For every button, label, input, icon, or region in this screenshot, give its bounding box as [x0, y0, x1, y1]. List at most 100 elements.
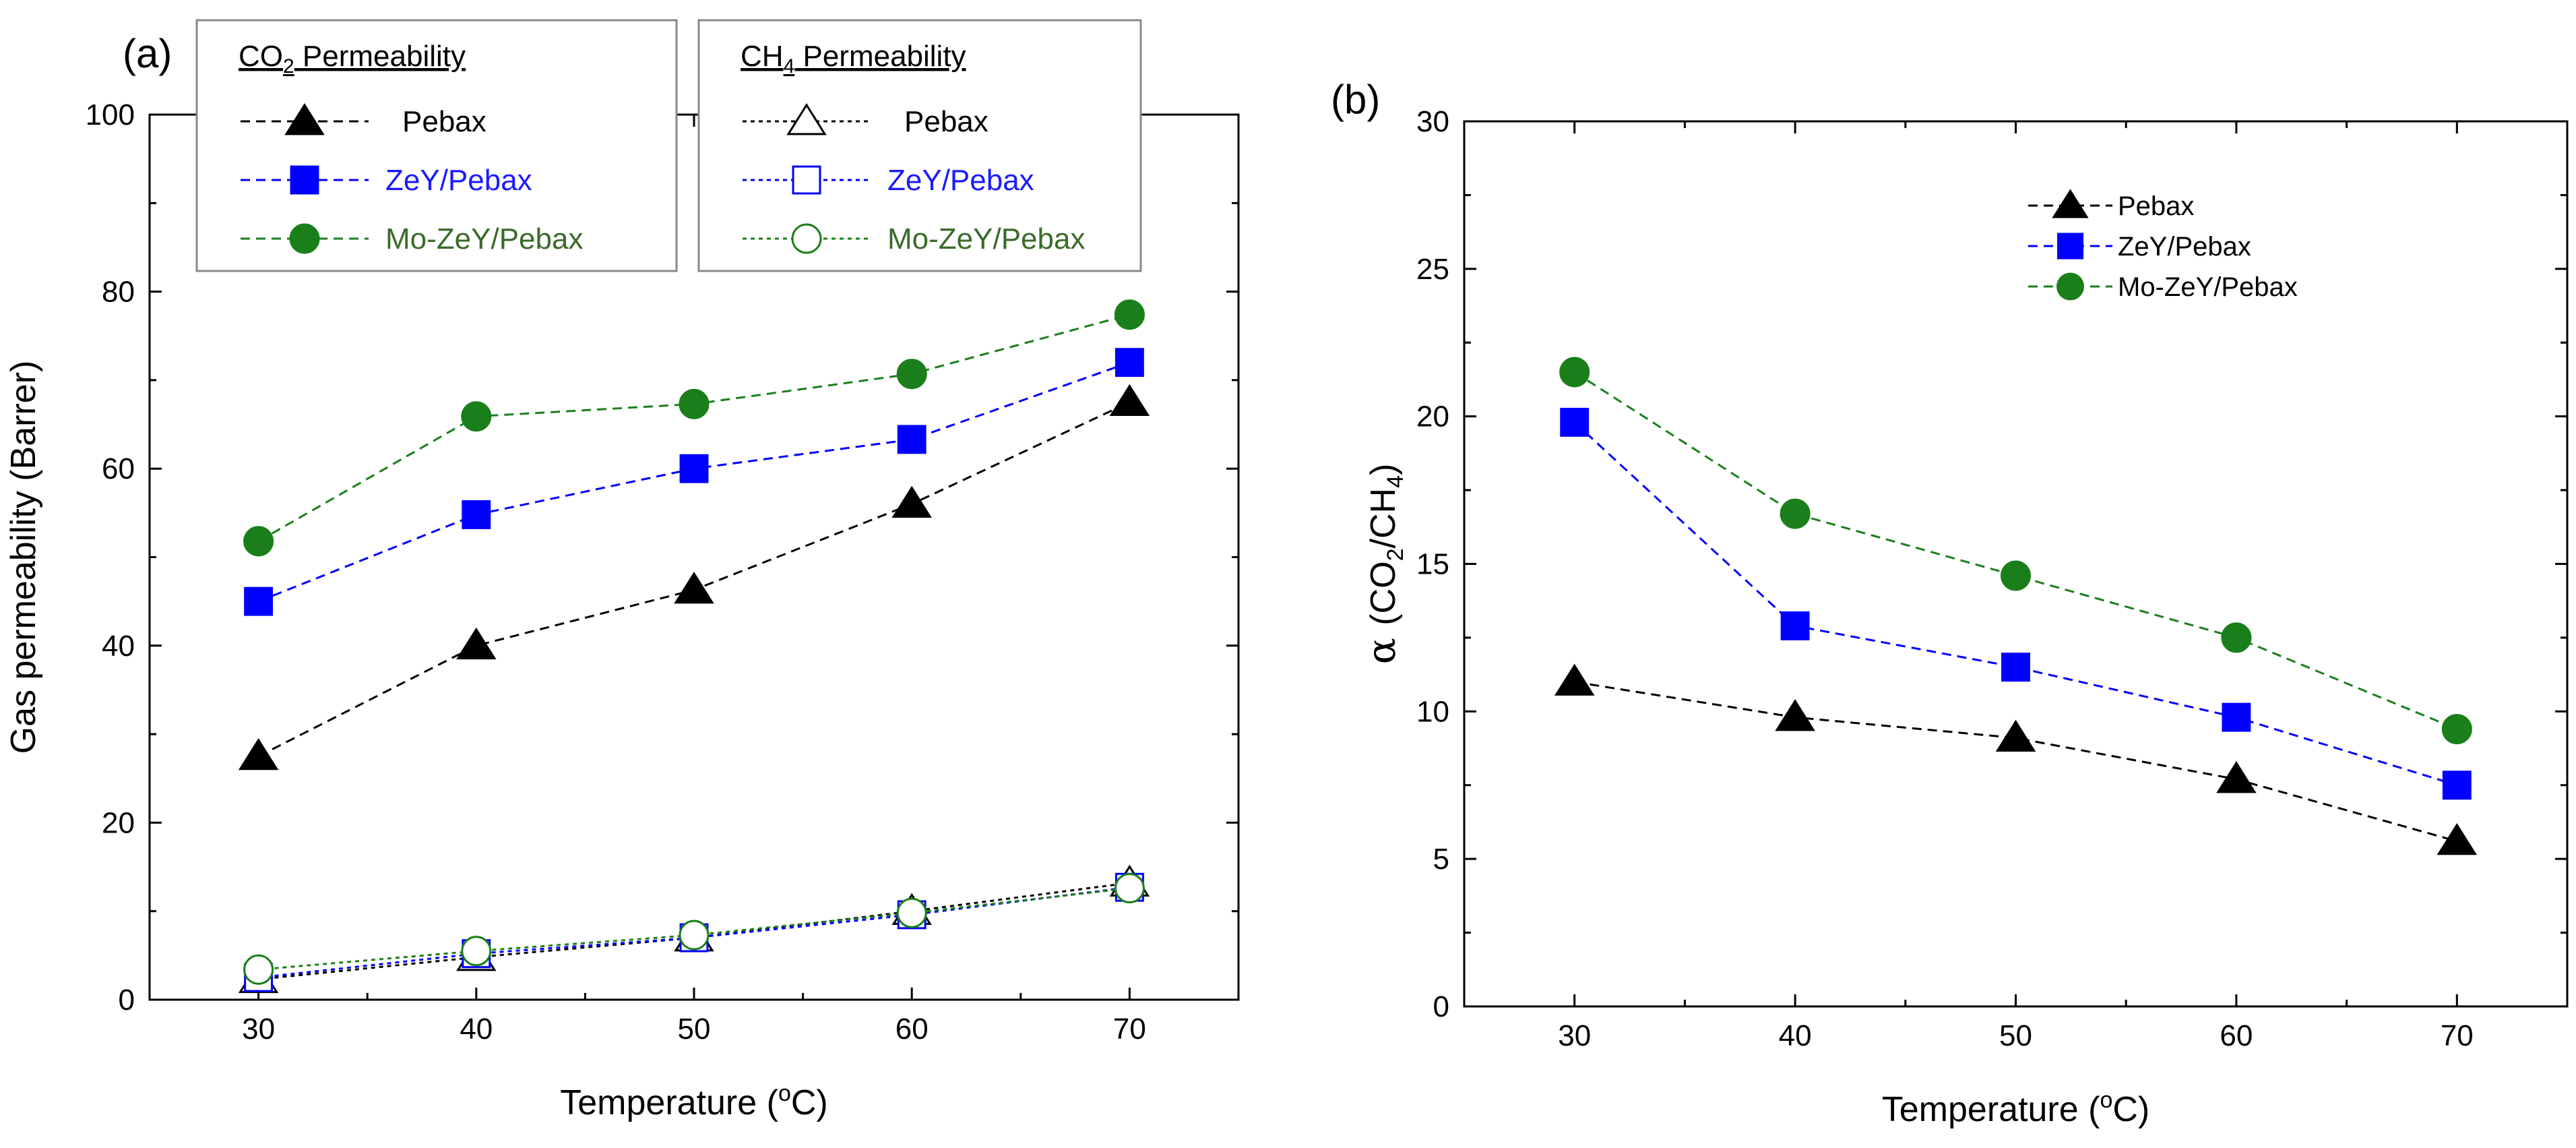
data-point: [1995, 719, 2036, 752]
legend-title-text: CH: [741, 40, 784, 73]
legend-marker: [2056, 233, 2084, 260]
data-point: [1114, 348, 1144, 377]
x-axis-label: Temperature (oC): [1882, 1087, 2149, 1129]
legend-label: Pebax: [402, 105, 486, 138]
series-zey-pebax: [1560, 407, 2472, 800]
legend-label: ZeY/Pebax: [385, 164, 532, 197]
data-point: [244, 586, 274, 616]
series-mo-zey-pebax-co2: [243, 299, 1145, 557]
y-tick-label: 5: [1433, 843, 1449, 876]
series-pebax: [1554, 663, 2478, 855]
data-point: [896, 359, 927, 390]
y-axis-label: α (CO2/CH4): [1358, 464, 1408, 665]
legend-label: Pebax: [904, 105, 988, 138]
panel-a-chart: 30 40 50 60 70 0 20 40 60 80 100 Temperature (oC) Ga…: [4, 19, 1240, 1122]
y-tick-label: 60: [102, 452, 135, 485]
legend-marker: [786, 103, 827, 135]
legend-title-subscript: 2: [283, 55, 294, 78]
data-point: [461, 936, 492, 967]
x-tick-label: 40: [1779, 1019, 1812, 1052]
series-mo-zey-pebax: [1559, 357, 2472, 745]
y-tick-label: 100: [86, 98, 135, 131]
data-point: [891, 485, 932, 518]
x-tick-label: 60: [2220, 1019, 2253, 1052]
y-axis-label-co: (CO: [1364, 561, 1403, 625]
data-point: [1780, 498, 1811, 529]
y-axis-label-sub-4: 4: [1383, 475, 1408, 488]
x-axis-label-unit: C): [2112, 1090, 2149, 1129]
legend-label: Mo-ZeY/Pebax: [385, 222, 583, 255]
x-tick-label: 70: [1113, 1013, 1146, 1046]
data-point: [897, 425, 926, 454]
data-point: [462, 500, 491, 529]
data-point: [2001, 653, 2030, 682]
y-axis-label-alpha: α: [1358, 626, 1404, 665]
legend-title-rest: Permeability: [294, 40, 466, 73]
x-tick-label: 50: [1999, 1019, 2032, 1052]
legend-title: CH4 Permeability: [741, 40, 966, 78]
y-axis-label-ch: /CH: [1364, 488, 1403, 549]
legend-marker: [2056, 272, 2084, 301]
y-tick-label: 20: [1416, 400, 1449, 433]
data-point: [461, 401, 492, 432]
legend-marker: [2052, 189, 2089, 218]
data-point: [2441, 714, 2472, 745]
legend-label: ZeY/Pebax: [887, 164, 1034, 197]
data-point: [679, 388, 710, 419]
legend-label: ZeY/Pebax: [2118, 232, 2251, 262]
legend-marker: [290, 165, 319, 195]
data-point: [1780, 611, 1810, 640]
y-axis-label-sub-2: 2: [1383, 548, 1408, 561]
data-point: [1109, 384, 1150, 417]
data-point: [2442, 771, 2472, 800]
y-axis-label-close: ): [1364, 464, 1403, 475]
legend-title-text: CO: [239, 40, 283, 73]
y-tick-label: 15: [1416, 548, 1449, 581]
y-tick-label: 0: [1433, 990, 1449, 1023]
series-line: [1573, 371, 2457, 730]
data-point: [1560, 407, 1590, 437]
legend-marker: [289, 223, 320, 254]
y-tick-label: 25: [1416, 253, 1449, 286]
data-point: [2222, 702, 2251, 732]
data-point: [456, 627, 497, 660]
series-pebax-co2: [238, 384, 1150, 771]
legend-marker: [284, 103, 325, 135]
legend-ch4: CH4 Permeability Pebax ZeY/Pebax Mo-ZeY/Peb…: [697, 19, 1142, 272]
data-point: [1775, 699, 1815, 731]
legend: Pebax ZeY/Pebax Mo-ZeY/Pebax: [2028, 189, 2298, 302]
legend-title-rest: Permeability: [794, 40, 966, 73]
panel-label: (a): [123, 31, 172, 76]
data-point: [2216, 761, 2257, 793]
series-line: [1574, 681, 2457, 843]
data-point: [2437, 822, 2478, 855]
legend-label: Mo-ZeY/Pebax: [2118, 272, 2298, 302]
data-point: [243, 954, 274, 985]
data-point: [679, 919, 710, 950]
x-tick-label: 50: [678, 1013, 711, 1046]
y-tick-label: 10: [1416, 695, 1449, 728]
data-point: [238, 737, 279, 771]
y-tick-label: 80: [102, 276, 135, 309]
x-tick-label: 70: [2441, 1019, 2474, 1052]
legend-marker: [791, 223, 822, 254]
series-mo-zey-pebax-ch4: [243, 873, 1145, 985]
y-tick-label: 40: [102, 630, 135, 663]
data-point: [1559, 357, 1590, 388]
data-point: [2221, 622, 2252, 653]
x-axis-label-degree: o: [2100, 1087, 2112, 1113]
x-tick-label: 60: [896, 1013, 929, 1046]
legend-title: CO2 Permeability: [239, 40, 466, 78]
x-axis-label-text: Temperature (: [560, 1083, 778, 1122]
x-axis-label-degree: o: [778, 1081, 791, 1106]
legend-title-subscript: 4: [784, 55, 795, 78]
legend-box: [195, 19, 678, 272]
panel-label: (b): [1331, 77, 1380, 122]
panel-b-chart: 30 40 50 60 70 0 5 10 15 20 25 30 Temperature (oC) α …: [1331, 77, 2569, 1129]
data-point: [1114, 299, 1145, 330]
x-tick-label: 30: [1558, 1019, 1591, 1052]
legend-box: [697, 19, 1142, 272]
data-point: [896, 897, 927, 928]
x-axis-label-text: Temperature (: [1882, 1090, 2100, 1129]
